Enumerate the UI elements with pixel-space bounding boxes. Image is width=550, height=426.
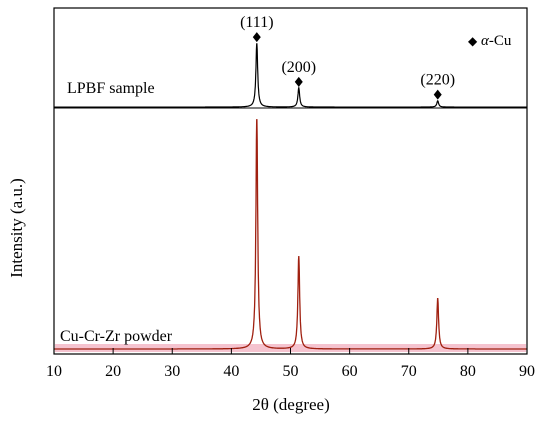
peak-label: (220) xyxy=(420,72,455,89)
x-tick-label: 60 xyxy=(342,363,358,380)
legend-label-alpha: α xyxy=(481,33,490,49)
x-tick-label: 50 xyxy=(283,363,299,380)
x-tick-label: 20 xyxy=(105,363,121,380)
legend-label: α-Cu xyxy=(481,33,512,49)
x-axis-label: 2θ (degree) xyxy=(252,395,330,414)
legend-marker: ◆ xyxy=(468,34,478,48)
peak-label: (200) xyxy=(281,59,316,76)
x-tick-label: 80 xyxy=(460,363,476,380)
peak-marker xyxy=(433,89,442,100)
series-powder xyxy=(54,119,527,350)
y-axis-label: Intensity (a.u.) xyxy=(7,178,26,278)
x-tick-label: 40 xyxy=(223,363,239,380)
peak-marker xyxy=(294,76,303,87)
series-lpbf xyxy=(54,43,527,108)
panel-label-powder: Cu-Cr-Zr powder xyxy=(60,328,173,345)
x-tick-label: 90 xyxy=(519,363,535,380)
x-tick-label: 70 xyxy=(401,363,417,380)
legend-label-cu: -Cu xyxy=(489,33,512,49)
peak-label: (111) xyxy=(240,14,273,31)
x-tick-label: 30 xyxy=(164,363,180,380)
x-tick-label: 10 xyxy=(46,363,62,380)
peak-marker xyxy=(252,32,261,43)
panel-label-lpbf: LPBF sample xyxy=(67,80,155,97)
legend: ◆ α-Cu xyxy=(468,33,512,49)
